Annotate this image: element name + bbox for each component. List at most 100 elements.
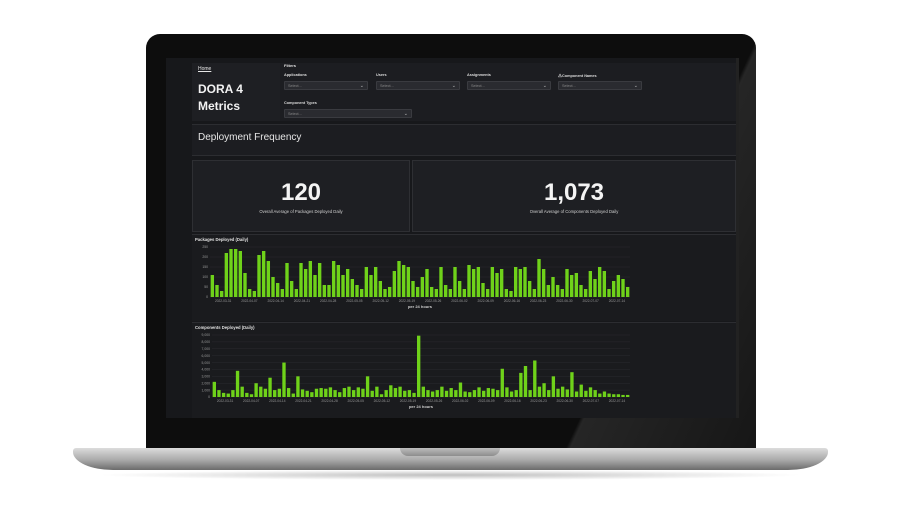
assignments-select[interactable]: Select... ⌄ [467, 81, 551, 90]
bar[interactable] [271, 277, 275, 297]
bar[interactable] [533, 360, 537, 397]
bar[interactable] [574, 391, 579, 397]
bar[interactable] [308, 261, 313, 297]
bar[interactable] [565, 269, 569, 297]
bar[interactable] [407, 390, 412, 397]
bar[interactable] [417, 335, 421, 397]
bar[interactable] [579, 285, 583, 297]
bar[interactable] [454, 390, 458, 397]
bar[interactable] [379, 394, 384, 397]
bar[interactable] [602, 391, 607, 397]
bar[interactable] [324, 388, 328, 397]
bar[interactable] [261, 251, 266, 297]
bar[interactable] [425, 269, 429, 297]
bar[interactable] [583, 289, 588, 297]
bar[interactable] [289, 281, 294, 297]
bar[interactable] [434, 289, 439, 297]
bar[interactable] [361, 388, 365, 397]
bar[interactable] [338, 392, 342, 397]
bar[interactable] [401, 265, 406, 297]
bar[interactable] [327, 285, 331, 297]
bar[interactable] [426, 390, 430, 397]
bar[interactable] [389, 385, 393, 397]
bar[interactable] [300, 389, 305, 397]
bar[interactable] [412, 392, 416, 397]
bar[interactable] [266, 261, 271, 297]
bar[interactable] [514, 390, 518, 397]
bar[interactable] [537, 259, 541, 297]
bar[interactable] [328, 387, 333, 397]
bar[interactable] [319, 388, 323, 397]
bar[interactable] [351, 390, 356, 397]
bar[interactable] [569, 275, 574, 297]
bar[interactable] [398, 386, 402, 397]
bar[interactable] [294, 289, 299, 297]
bar[interactable] [249, 394, 254, 397]
bar[interactable] [528, 390, 532, 397]
bar[interactable] [556, 388, 560, 397]
bar[interactable] [275, 283, 280, 297]
applications-select[interactable]: Select... ⌄ [284, 81, 368, 90]
bar[interactable] [565, 389, 569, 397]
bar[interactable] [593, 279, 597, 297]
bar[interactable] [468, 392, 472, 397]
bar[interactable] [359, 289, 364, 297]
bar[interactable] [476, 267, 481, 297]
bar[interactable] [378, 281, 383, 297]
bar[interactable] [541, 269, 546, 297]
bar[interactable] [593, 390, 597, 397]
bar[interactable] [444, 390, 449, 397]
bar[interactable] [254, 383, 258, 397]
bar[interactable] [518, 269, 523, 297]
bar[interactable] [370, 390, 374, 397]
bar[interactable] [560, 289, 565, 297]
bar[interactable] [317, 263, 322, 297]
bar[interactable] [555, 285, 560, 297]
bar[interactable] [331, 261, 336, 297]
bar[interactable] [490, 267, 495, 297]
bar[interactable] [532, 289, 537, 297]
bar[interactable] [397, 261, 401, 297]
bar[interactable] [259, 386, 263, 397]
bar[interactable] [574, 273, 579, 297]
bar[interactable] [403, 390, 407, 397]
bar[interactable] [439, 267, 443, 297]
bar[interactable] [542, 383, 546, 397]
bar[interactable] [495, 273, 499, 297]
bar[interactable] [602, 271, 607, 297]
bar[interactable] [570, 372, 574, 397]
bar[interactable] [314, 388, 319, 397]
bar[interactable] [505, 387, 509, 397]
bar[interactable] [597, 267, 602, 297]
bar[interactable] [257, 255, 261, 297]
bar[interactable] [347, 386, 351, 397]
home-link[interactable]: Home [198, 66, 212, 72]
bar[interactable] [305, 390, 309, 397]
bar[interactable] [491, 388, 495, 397]
bar[interactable] [462, 289, 467, 297]
bar[interactable] [285, 263, 289, 297]
bar[interactable] [579, 384, 583, 397]
bar[interactable] [499, 269, 504, 297]
bar[interactable] [626, 394, 630, 397]
bar[interactable] [219, 291, 224, 297]
bar[interactable] [612, 394, 616, 397]
bar[interactable] [485, 289, 490, 297]
bar[interactable] [345, 269, 350, 297]
bar[interactable] [221, 392, 226, 397]
bar[interactable] [440, 386, 444, 397]
bar[interactable] [296, 376, 300, 397]
bar[interactable] [551, 277, 555, 297]
bar[interactable] [458, 382, 463, 397]
bar[interactable] [607, 289, 611, 297]
bar[interactable] [430, 391, 435, 397]
bar[interactable] [588, 387, 593, 397]
bar[interactable] [299, 263, 303, 297]
bar[interactable] [231, 390, 235, 397]
bar[interactable] [369, 275, 373, 297]
bar[interactable] [448, 289, 453, 297]
bar[interactable] [350, 279, 355, 297]
bar[interactable] [435, 390, 439, 397]
bar[interactable] [252, 291, 257, 297]
bar[interactable] [625, 287, 630, 297]
